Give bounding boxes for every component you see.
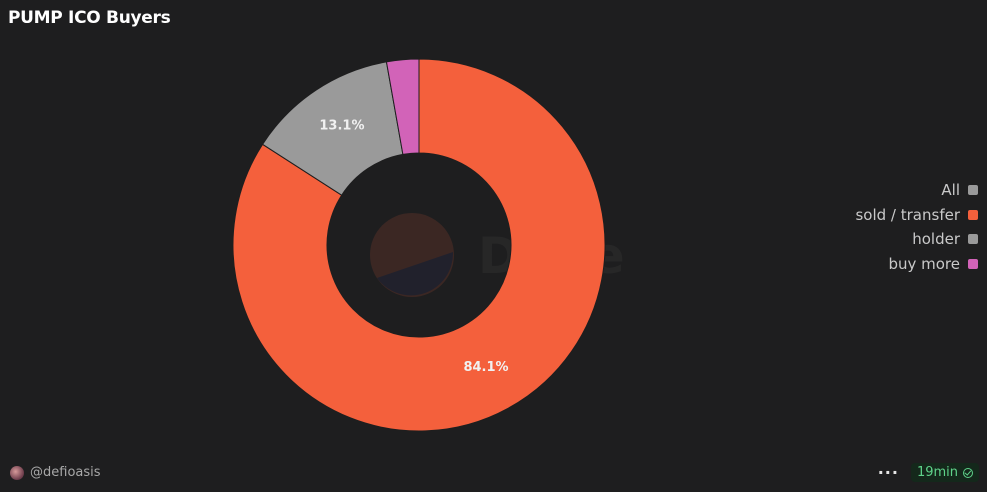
author[interactable]: @defioasis: [10, 465, 101, 480]
slice-sold-transfer[interactable]: [232, 58, 606, 432]
refresh-badge[interactable]: 19min: [910, 463, 979, 482]
donut-slice-labels: 84.1% 13.1%: [319, 118, 508, 375]
legend-item-holder[interactable]: holder: [912, 227, 978, 252]
legend-swatch: [968, 185, 978, 196]
legend-item-all[interactable]: All: [941, 178, 978, 203]
legend-swatch: [968, 234, 978, 245]
slice-buy-more[interactable]: [385, 58, 420, 155]
ellipsis-icon[interactable]: ···: [877, 462, 899, 482]
slice-label-sold-transfer: 84.1%: [463, 360, 508, 375]
legend-item-buy-more[interactable]: buy more: [888, 252, 978, 277]
legend: All sold / transfer holder buy more: [855, 178, 978, 276]
donut-slices: [232, 58, 606, 432]
legend-label: sold / transfer: [855, 205, 960, 224]
legend-item-sold-transfer[interactable]: sold / transfer: [855, 203, 978, 228]
footer-controls: ··· 19min: [878, 463, 979, 482]
legend-label: holder: [912, 230, 960, 249]
check-circle-icon: [963, 467, 973, 478]
legend-swatch: [968, 258, 978, 269]
avatar: [10, 465, 24, 480]
author-name[interactable]: @defioasis: [30, 465, 101, 480]
refresh-time: 19min: [916, 465, 958, 480]
slice-label-holder: 13.1%: [319, 118, 364, 133]
legend-swatch: [968, 209, 978, 220]
legend-label: All: [941, 181, 960, 200]
legend-label: buy more: [888, 254, 960, 273]
chart-title: PUMP ICO Buyers: [8, 8, 171, 28]
